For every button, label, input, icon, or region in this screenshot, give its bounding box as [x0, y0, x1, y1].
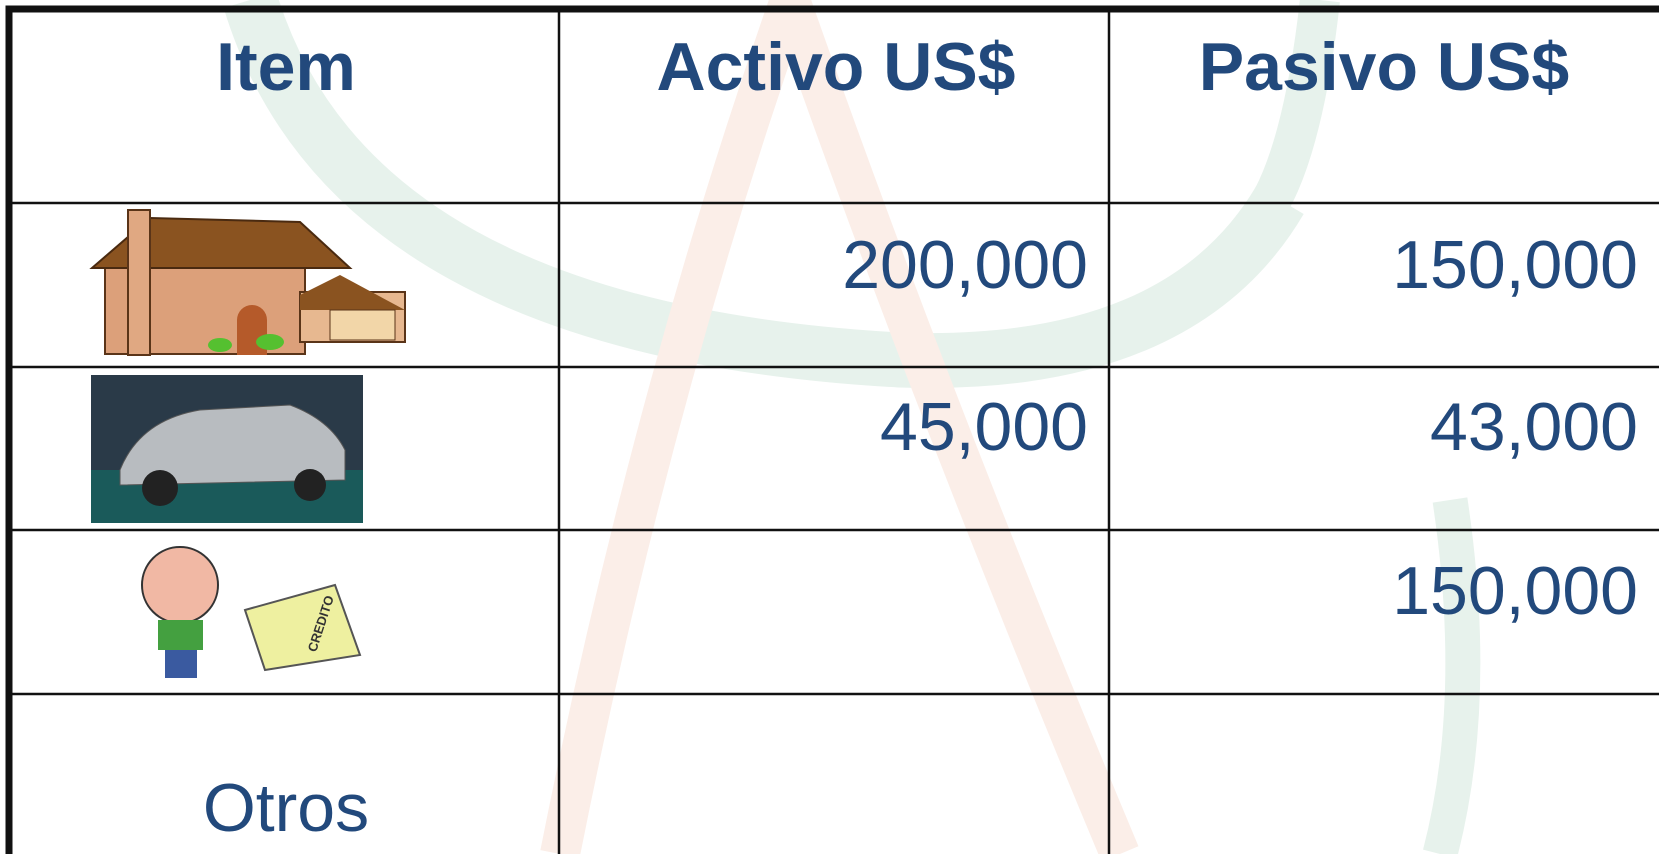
pasivo-cell: 150,000 [1392, 227, 1638, 303]
activo-cell: 200,000 [842, 227, 1088, 303]
header-cell: Item [216, 29, 356, 105]
header-cell: Activo US$ [657, 29, 1016, 105]
house-icon [89, 209, 406, 356]
pasivo-cell: 150,000 [1392, 553, 1638, 629]
table-border [5, 5, 1659, 854]
credit-icon: CREDITO [141, 546, 362, 678]
header-cell: Pasivo US$ [1199, 29, 1569, 105]
pasivo-cell: 43,000 [1430, 389, 1638, 465]
activo-cell: 45,000 [880, 389, 1088, 465]
item-cell: Otros [203, 770, 369, 846]
background-decoration [223, 0, 1481, 854]
car-icon [91, 375, 363, 523]
table-grid [5, 5, 1659, 854]
